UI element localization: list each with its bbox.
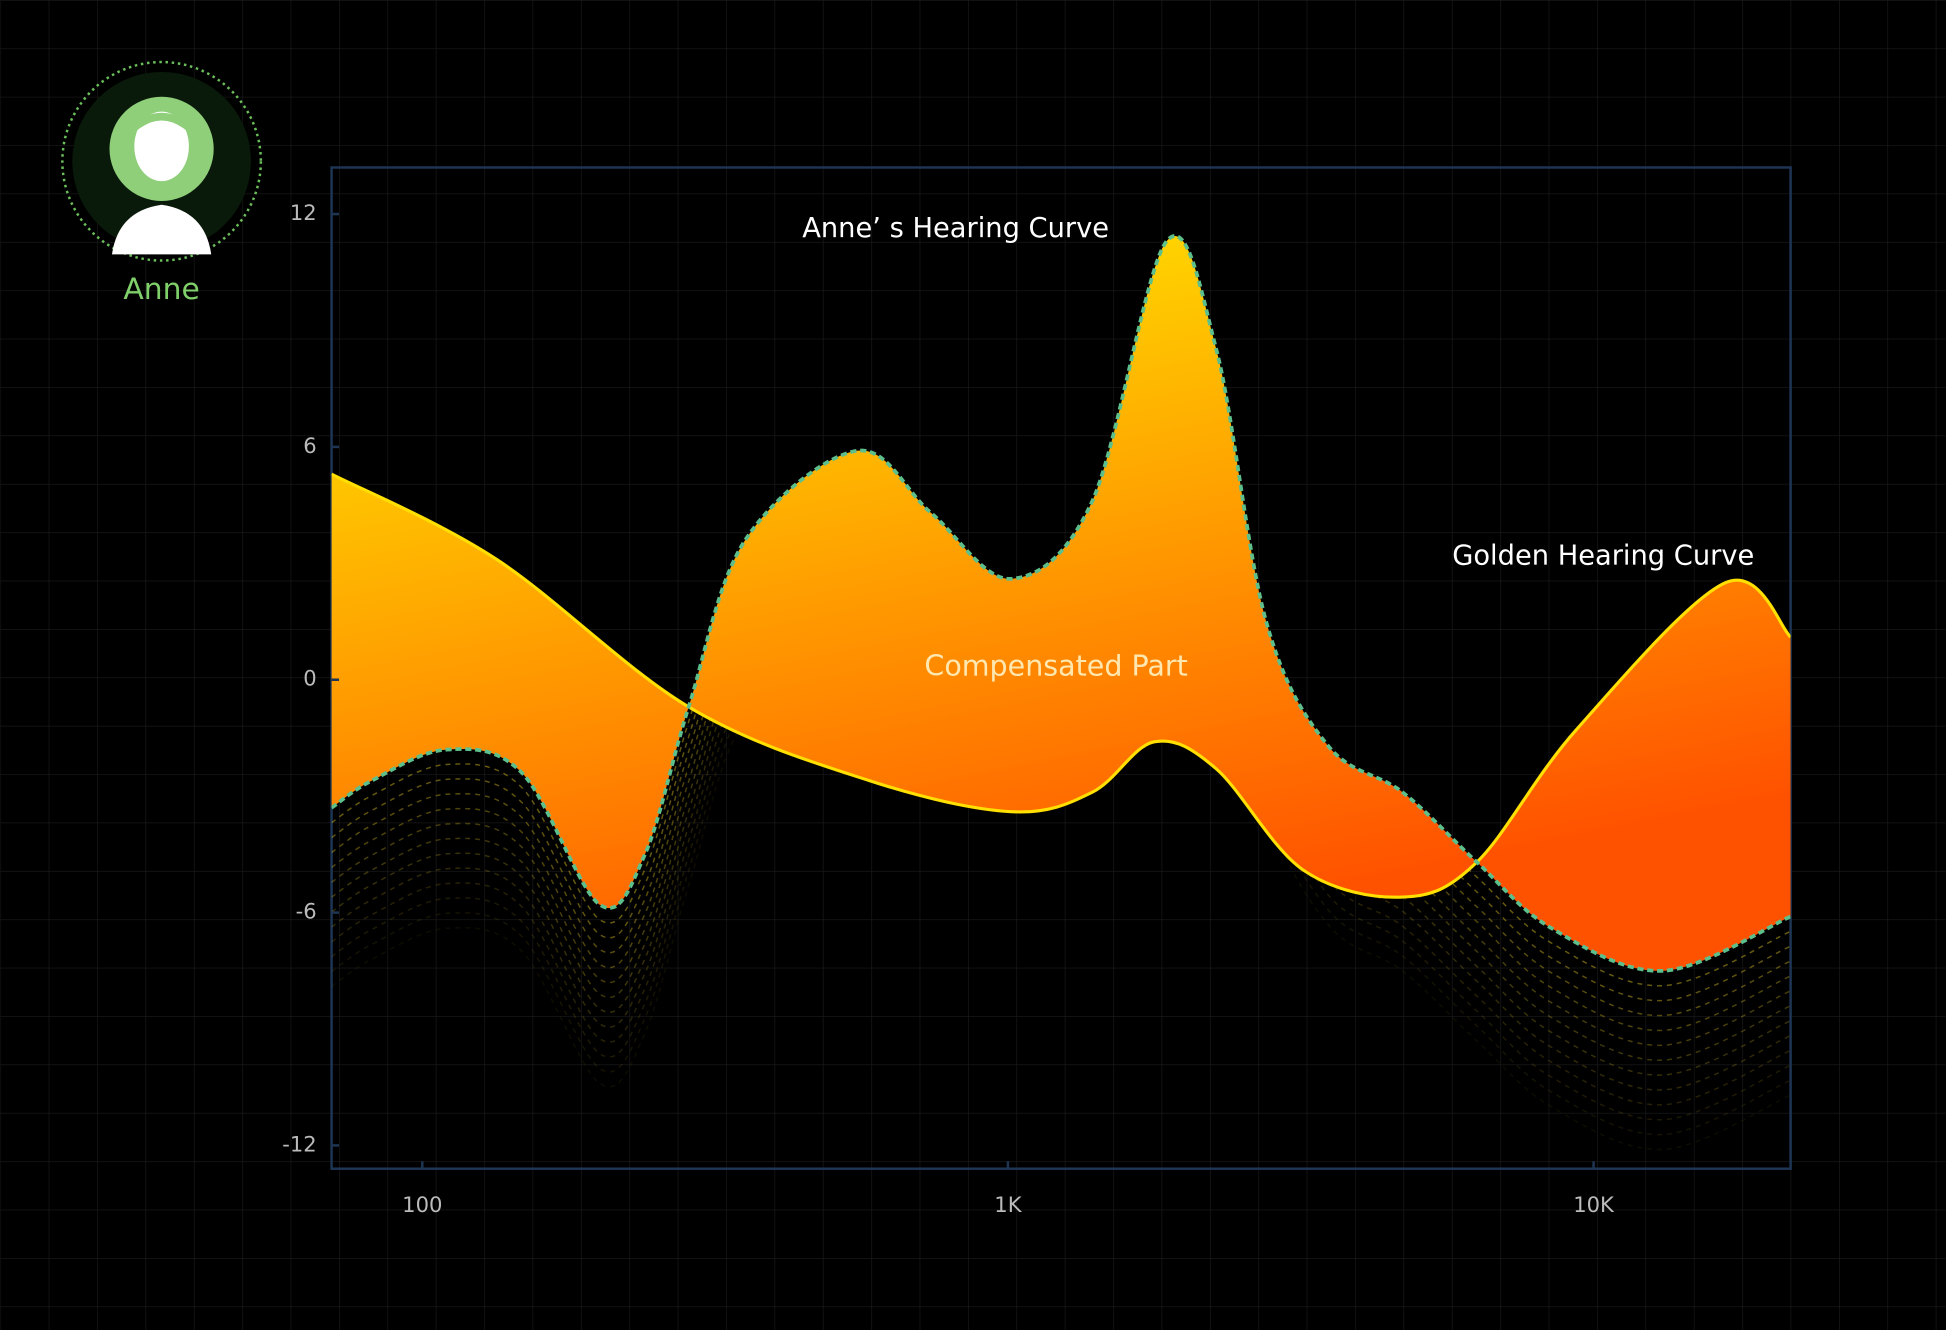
shadow-line [331,309,1791,1046]
series-label: Golden Hearing Curve [1452,541,1754,572]
shadow-line [331,399,1791,1136]
shadow-line [331,324,1791,1061]
user-name: Anne [123,272,199,307]
series-label: Anne’ s Hearing Curve [802,213,1109,244]
line [331,472,1791,899]
shadow-line [331,265,1791,1002]
y-tick-label: -6 [296,899,317,924]
shadow-line [331,369,1791,1106]
y-tick-label: -12 [282,1131,316,1156]
avatar [61,60,263,262]
line [331,234,1791,973]
x-tick-label: 10K [1573,1192,1615,1217]
x-tick-label: 100 [402,1192,442,1217]
y-tick-label: 6 [303,433,316,458]
shadow-line [331,250,1791,987]
shadow-line [331,339,1791,1076]
compensated-area [331,235,1791,971]
shadow-line [331,413,1791,1151]
fill-label: Compensated Part [924,649,1187,682]
shadow-line [331,279,1791,1017]
y-tick-label: 12 [290,200,317,225]
shadow-line [331,384,1791,1121]
x-tick-label: 1K [994,1192,1022,1217]
y-tick-label: 0 [303,666,316,691]
shadow-line [331,294,1791,1032]
shadow-line [331,354,1791,1091]
